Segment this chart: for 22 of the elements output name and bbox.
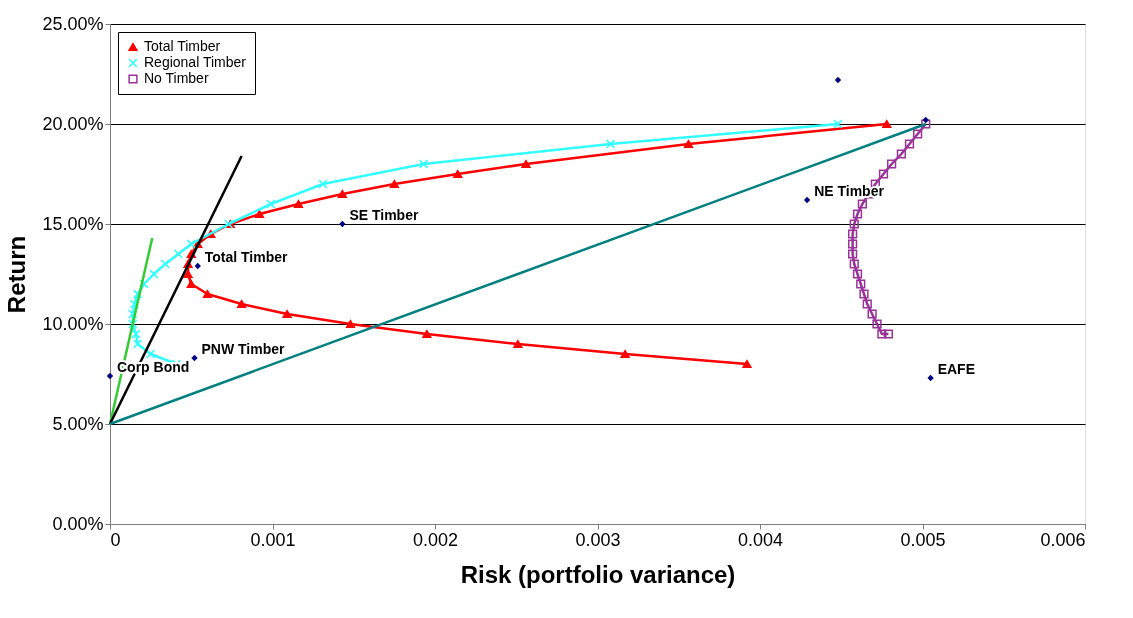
y-axis-title: Return bbox=[3, 235, 31, 314]
annotation: Total Timber bbox=[204, 249, 289, 265]
y-tick-label: 10.00% bbox=[42, 313, 104, 334]
x-tick-label: 0 bbox=[110, 529, 121, 550]
y-tick-label: 0.00% bbox=[52, 513, 104, 534]
annotation: SE Timber bbox=[349, 207, 419, 223]
x-tick-label: 0.005 bbox=[900, 529, 946, 550]
x-tick-label: 0.003 bbox=[575, 529, 621, 550]
x-tick-label: 0.006 bbox=[1040, 529, 1086, 550]
x-tick-label: 0.001 bbox=[250, 529, 296, 550]
annotation: PNW Timber bbox=[201, 341, 286, 357]
x-tick-label: 0.004 bbox=[737, 529, 784, 550]
legend-label: Total Timber bbox=[144, 38, 221, 54]
legend-label: No Timber bbox=[144, 70, 209, 86]
y-tick-label: 25.00% bbox=[42, 13, 104, 34]
y-tick-label: 5.00% bbox=[52, 413, 104, 434]
y-tick-label: 15.00% bbox=[42, 213, 104, 234]
y-tick-label: 20.00% bbox=[42, 113, 104, 134]
x-axis-title: Risk (portfolio variance) bbox=[460, 560, 736, 588]
legend-label: Regional Timber bbox=[144, 54, 247, 70]
annotation: EAFE bbox=[937, 361, 975, 377]
x-tick-label: 0.002 bbox=[412, 529, 459, 550]
